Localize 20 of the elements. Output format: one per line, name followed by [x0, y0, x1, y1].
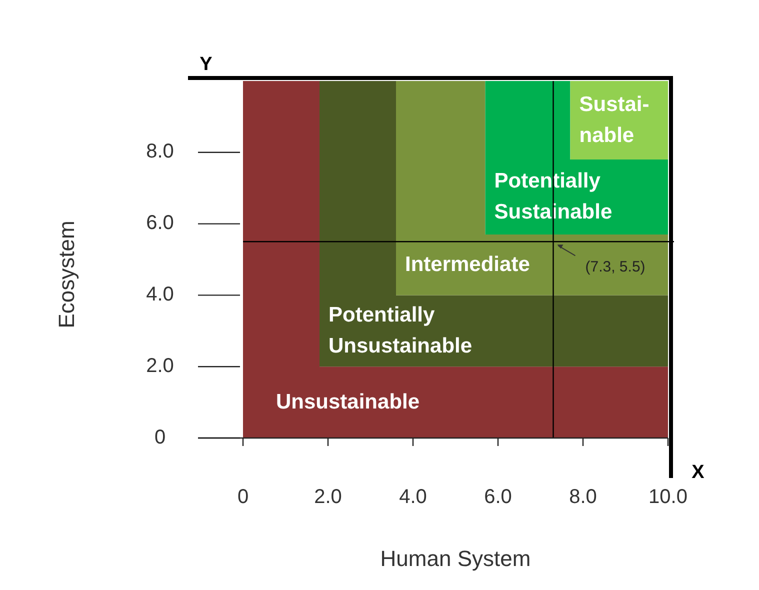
x-tick-label: 10.0: [648, 486, 688, 508]
y-tick-label: 2.0: [146, 354, 174, 377]
x-tick-label: 4.0: [399, 486, 427, 508]
x-tick-label: 8.0: [569, 486, 597, 508]
series-label: Potentially Unsustainable: [328, 302, 472, 357]
series-label: Unsustainable: [276, 390, 420, 413]
annotation: (7.3, 5.5): [585, 258, 646, 276]
y-tick-label: 6.0: [146, 212, 174, 234]
y-tick-label: 4.0: [146, 283, 174, 306]
y-axis-title: Ecosystem: [54, 220, 79, 328]
series-label: Sustai- nable: [579, 92, 650, 146]
text: X: [692, 462, 705, 483]
x-tick-label: 2.0: [314, 486, 342, 508]
x-tick-label: 0: [237, 486, 249, 508]
x-axis-title: Human System: [380, 546, 531, 571]
series-label: Intermediate: [405, 252, 530, 276]
y-tick-label: 0: [154, 426, 166, 448]
x-tick-label: 6.0: [484, 486, 512, 508]
text: Y: [200, 54, 213, 75]
y-tick-label: 8.0: [146, 140, 174, 163]
